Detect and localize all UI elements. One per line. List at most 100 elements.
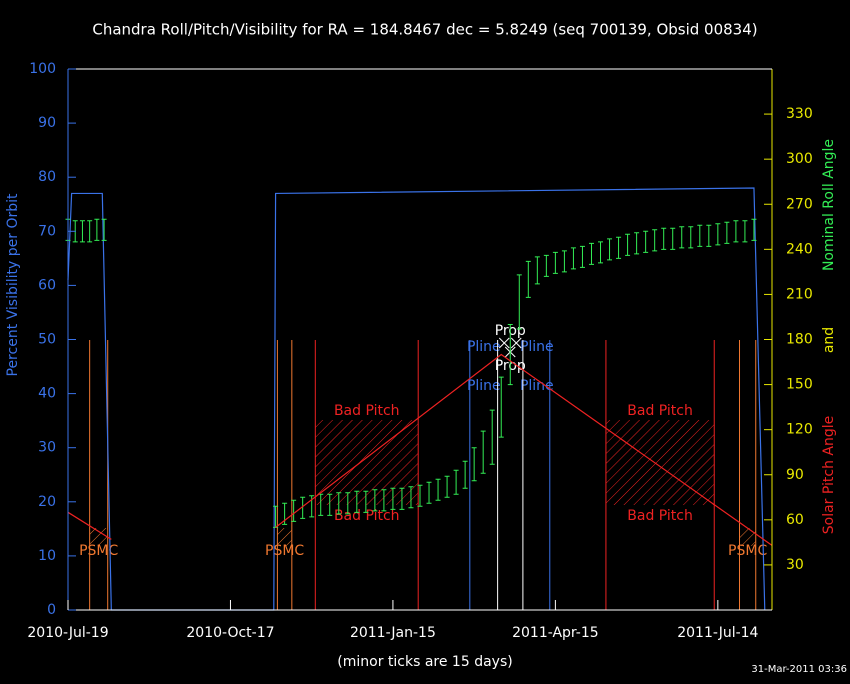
error-bar: [327, 493, 333, 516]
error-bar: [399, 487, 405, 510]
zone-hatch: [89, 528, 108, 546]
error-bar: [652, 229, 658, 252]
zone-hatch: [315, 420, 419, 505]
y2-tick-label: 180: [786, 332, 813, 348]
y2-tick-label: 30: [786, 557, 804, 573]
error-bar: [670, 227, 676, 250]
y2-tick-label: 60: [786, 512, 804, 528]
y-tick-label: 10: [38, 548, 56, 564]
error-bar: [561, 250, 567, 273]
error-bar: [679, 226, 685, 249]
zone-cross: [498, 337, 510, 349]
error-bar: [444, 475, 450, 498]
zone-hatch: [277, 528, 292, 546]
error-bar: [661, 227, 667, 250]
error-bar: [751, 218, 757, 241]
error-bar: [715, 223, 721, 246]
timestamp: 31-Mar-2011 03:36: [751, 664, 847, 675]
error-bar: [634, 232, 640, 255]
error-bar: [435, 478, 441, 501]
error-bar: [688, 226, 694, 249]
y-tick-label: 90: [38, 115, 56, 131]
error-bar: [101, 218, 107, 241]
x-tick-label: 2010-Jul-19: [27, 625, 108, 641]
error-bar: [390, 487, 396, 510]
error-bar: [471, 447, 477, 482]
y-tick-label: 100: [29, 61, 56, 77]
zone-label: Pline: [520, 378, 554, 394]
error-bar: [579, 245, 585, 268]
y-tick-label: 0: [47, 602, 56, 618]
y-tick-label: 40: [38, 386, 56, 402]
zone-label: Pline: [467, 378, 501, 394]
zone-hatch: [739, 528, 756, 546]
error-bar: [570, 247, 576, 270]
error-bar: [453, 469, 459, 495]
error-bar: [643, 230, 649, 253]
error-bar: [336, 492, 342, 515]
error-bar: [94, 218, 100, 241]
x-tick-label: 2011-Jan-15: [350, 625, 436, 641]
error-bar: [363, 490, 369, 513]
y2-axis-label: Solar Pitch Angle: [821, 416, 837, 535]
y2-tick-label: 240: [786, 241, 813, 257]
error-bar: [625, 233, 631, 256]
zone-cross: [510, 337, 522, 349]
zone-label: PSMC: [79, 543, 118, 559]
error-bar: [588, 242, 594, 265]
footnote: (minor ticks are 15 days): [337, 654, 512, 670]
error-bar: [534, 256, 540, 285]
error-bar: [516, 274, 522, 330]
zone-label: Bad Pitch: [627, 508, 693, 524]
x-tick-label: 2010-Oct-17: [186, 625, 274, 641]
error-bar: [417, 484, 423, 507]
error-bar: [372, 489, 378, 512]
y2-axis-label: Nominal Roll Angle: [821, 139, 837, 271]
y2-tick-label: 300: [786, 151, 813, 167]
y2-tick-label: 210: [786, 286, 813, 302]
error-bar: [480, 430, 486, 474]
error-bar: [354, 490, 360, 513]
y2-tick-label: 330: [786, 106, 813, 122]
error-bar: [543, 254, 549, 277]
zone-label: Bad Pitch: [334, 508, 400, 524]
error-bar: [345, 492, 351, 515]
error-bar: [489, 409, 495, 465]
error-bar: [525, 260, 531, 298]
zone-label: Bad Pitch: [334, 403, 400, 419]
error-bar: [498, 376, 504, 438]
y-tick-label: 30: [38, 440, 56, 456]
series-line: [67, 353, 773, 546]
y-tick-label: 60: [38, 277, 56, 293]
y2-axis-label-joiner: and: [821, 327, 837, 353]
y2-tick-label: 120: [786, 422, 813, 438]
y-tick-label: 70: [38, 223, 56, 239]
error-bar: [598, 241, 604, 264]
y-axis-label: Percent Visibility per Orbit: [5, 193, 21, 377]
zone-hatch: [605, 420, 715, 505]
error-bar: [426, 481, 432, 504]
chart-title: Chandra Roll/Pitch/Visibility for RA = 1…: [92, 21, 757, 39]
y-tick-label: 80: [38, 169, 56, 185]
error-bar: [462, 460, 468, 489]
y-tick-label: 20: [38, 494, 56, 510]
error-bar: [507, 323, 513, 386]
error-bar: [300, 496, 306, 519]
x-tick-label: 2011-Apr-15: [512, 625, 599, 641]
zone-label: Bad Pitch: [627, 403, 693, 419]
error-bar: [79, 220, 85, 243]
error-bar: [742, 220, 748, 243]
x-tick-label: 2011-Jul-14: [677, 625, 758, 641]
error-bar: [607, 238, 613, 261]
error-bar: [381, 489, 387, 512]
zone-label: Pline: [467, 339, 501, 355]
zone-label: Pline: [520, 339, 554, 355]
y2-tick-label: 90: [786, 467, 804, 483]
zone-label: PSMC: [265, 543, 304, 559]
error-bar: [291, 499, 297, 522]
error-bar: [552, 251, 558, 274]
y-tick-label: 50: [38, 332, 56, 348]
